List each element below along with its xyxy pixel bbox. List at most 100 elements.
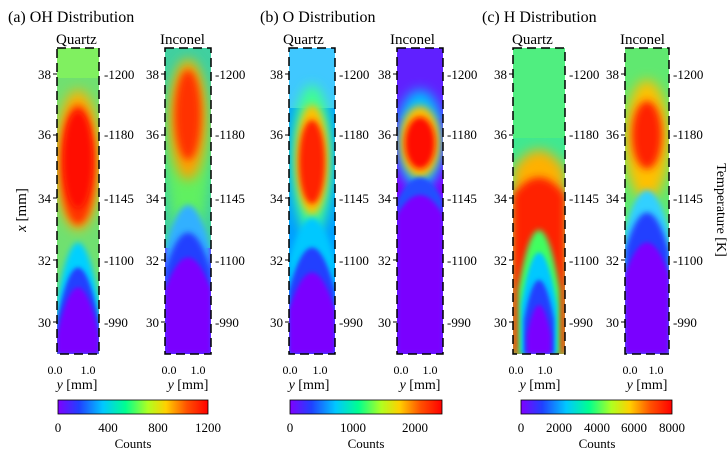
inconel-label-oh: Inconel: [160, 32, 205, 48]
temperature-tick: -1145: [339, 191, 369, 206]
inconel-label-o: Inconel: [390, 32, 435, 48]
quartz-label-oh: Quartz: [56, 32, 97, 48]
x-tick: 36: [378, 127, 392, 142]
y-tick: 1.0: [191, 363, 206, 377]
x-tick: 32: [606, 253, 619, 268]
panel-oh: (a) OH Distribution Quartz Inconel: [8, 9, 245, 451]
temperature-tick: -1180: [447, 127, 477, 142]
temperature-tick: -1100: [673, 253, 703, 268]
temperature-tick: -1180: [104, 127, 134, 142]
temperature-tick: -990: [104, 315, 128, 330]
x-tick: 34: [270, 191, 284, 206]
temperature-tick: -1180: [339, 127, 369, 142]
colorbar-tick: 0: [518, 420, 525, 435]
x-tick: 32: [270, 253, 283, 268]
h-quartz-image: [513, 48, 565, 354]
colorbar-tick: 1200: [195, 420, 221, 435]
quartz-label-h: Quartz: [512, 32, 553, 48]
temperature-tick: -1180: [569, 127, 599, 142]
x-tick: 30: [270, 315, 283, 330]
x-tick: 34: [146, 191, 160, 206]
y-axis-label: y [mm]: [166, 378, 209, 393]
oh-y-ticks: 0.0 1.0 0.0 1.0: [48, 363, 206, 377]
o-temperature-ticks: -1200 -1180 -1145 -1100 -990: [339, 67, 369, 330]
x-tick: 30: [146, 315, 159, 330]
colorbar-label: Counts: [115, 436, 152, 451]
y-tick: 0.0: [48, 363, 63, 377]
oh-temperature-ticks: -1200 -1180 -1145 -1100 -990: [104, 67, 134, 330]
temperature-tick: -1200: [673, 67, 703, 82]
temperature-tick: -1100: [447, 253, 477, 268]
o-y-ticks: 0.0 1.0 0.0 1.0: [283, 363, 438, 377]
colorbar-tick: 8000: [659, 420, 685, 435]
x-tick: 32: [146, 253, 159, 268]
x-axis-label: x [mm]: [14, 188, 30, 233]
temperature-tick: -990: [569, 315, 593, 330]
colorbar-tick: 6000: [621, 420, 647, 435]
x-tick: 38: [270, 67, 283, 82]
x-tick: 32: [494, 253, 507, 268]
colorbar-tick: 400: [98, 420, 118, 435]
o-inconel-temperature-ticks: -1200 -1180 -1145 -1100 -990: [447, 67, 477, 330]
x-tick: 32: [378, 253, 391, 268]
colorbar-label: Counts: [579, 436, 616, 451]
colorbar-oh: [57, 399, 209, 415]
colorbar-tick: 800: [148, 420, 168, 435]
h-y-ticks: 0.0 1.0 0.0 1.0: [509, 363, 664, 377]
temperature-tick: -990: [215, 315, 239, 330]
x-tick: 30: [606, 315, 619, 330]
colorbar-tick: 0: [287, 420, 294, 435]
x-tick: 34: [494, 191, 508, 206]
panel-title-oh: (a) OH Distribution: [8, 9, 134, 26]
colorbar-h: [520, 399, 673, 415]
y-tick: 1.0: [649, 363, 664, 377]
temperature-tick: -1100: [569, 253, 599, 268]
temperature-tick: -1145: [569, 191, 599, 206]
temperature-tick: -1100: [339, 253, 369, 268]
panel-o: (b) O Distribution Quartz Inconel: [260, 9, 477, 451]
h-inconel-image: [625, 48, 669, 354]
h-inconel-temperature-ticks: -1200 -1180 -1145 -1100 -990: [673, 67, 703, 330]
x-tick: 34: [38, 191, 52, 206]
h-temperature-ticks: -1200 -1180 -1145 -1100 -990: [569, 67, 599, 330]
x-tick: 36: [38, 127, 52, 142]
x-tick: 36: [494, 127, 508, 142]
y-tick: 0.0: [623, 363, 638, 377]
x-tick: 38: [146, 67, 159, 82]
quartz-label-o: Quartz: [283, 32, 324, 48]
inconel-label-h: Inconel: [620, 32, 665, 48]
x-tick: 32: [38, 253, 51, 268]
h-inconel-frame: [624, 47, 670, 355]
oh-inconel-temperature-ticks: -1200 -1180 -1145 -1100 -990: [215, 67, 245, 330]
y-tick: 1.0: [313, 363, 328, 377]
colorbar-tick: 1000: [340, 420, 366, 435]
temperature-tick: -1100: [104, 253, 134, 268]
temperature-tick: -1145: [215, 191, 245, 206]
x-tick: 36: [146, 127, 160, 142]
x-tick: 38: [494, 67, 507, 82]
y-tick: 0.0: [509, 363, 524, 377]
y-tick: 0.0: [283, 363, 298, 377]
temperature-tick: -1200: [339, 67, 369, 82]
panel-title-h: (c) H Distribution: [482, 9, 597, 26]
y-tick: 1.0: [81, 363, 96, 377]
y-tick: 1.0: [538, 363, 553, 377]
oh-inconel-x-ticks: 38 36 34 32 30: [146, 67, 165, 330]
x-tick: 30: [38, 315, 51, 330]
y-axis-label: y [mm]: [55, 378, 98, 393]
x-tick: 34: [378, 191, 392, 206]
o-quartz-frame: [288, 47, 336, 355]
x-tick: 38: [378, 67, 391, 82]
temperature-tick: -990: [447, 315, 471, 330]
temperature-tick: -1145: [447, 191, 477, 206]
x-tick: 34: [606, 191, 620, 206]
temperature-tick: -1200: [569, 67, 599, 82]
colorbar-tick: 0: [55, 420, 62, 435]
temperature-tick: -1200: [104, 67, 134, 82]
temperature-tick: -1145: [104, 191, 134, 206]
x-tick: 38: [606, 67, 619, 82]
colorbar-o: [289, 399, 443, 415]
y-tick: 0.0: [394, 363, 409, 377]
panel-title-o: (b) O Distribution: [260, 9, 376, 26]
